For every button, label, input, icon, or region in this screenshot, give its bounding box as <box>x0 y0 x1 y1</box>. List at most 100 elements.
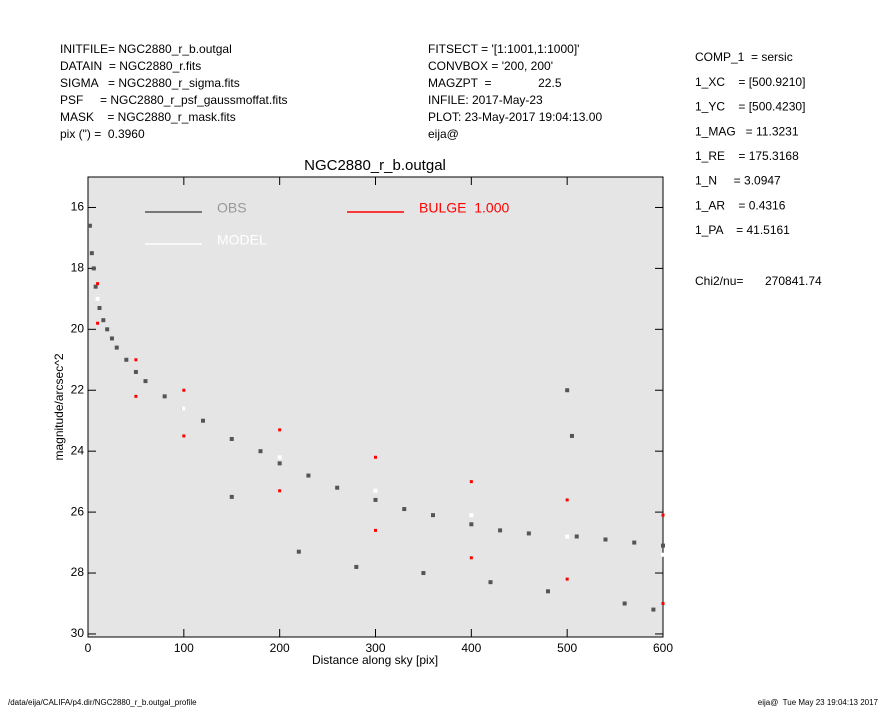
point <box>278 489 282 493</box>
point <box>277 461 282 466</box>
point <box>469 522 474 527</box>
header-line: eija@ <box>428 127 459 141</box>
point <box>124 357 129 362</box>
point <box>105 327 110 332</box>
header-line: MASK = NGC2880_r_mask.fits <box>60 110 236 124</box>
point <box>565 498 569 502</box>
point <box>354 564 359 569</box>
point <box>574 534 579 539</box>
y-tick-label: 18 <box>71 261 85 275</box>
header-line: PLOT: 23-May-2017 19:04:13.00 <box>428 110 602 124</box>
point <box>101 318 106 323</box>
y-tick-label: 20 <box>71 321 85 335</box>
y-tick-label: 30 <box>71 626 85 640</box>
point <box>622 601 627 606</box>
point <box>278 428 282 432</box>
point <box>162 394 167 399</box>
point <box>87 223 92 228</box>
point <box>134 394 138 398</box>
legend-label: BULGE 1.000 <box>419 200 509 216</box>
point <box>109 336 114 341</box>
point <box>373 488 378 493</box>
point <box>258 449 263 454</box>
y-tick-label: 16 <box>71 200 85 214</box>
footer-path: /data/eija/CALIFA/p4.dir/NGC2880_r_b.out… <box>8 698 197 707</box>
point <box>661 513 665 517</box>
point <box>134 358 138 362</box>
header-line: SIGMA = NGC2880_r_sigma.fits <box>60 76 240 90</box>
y-tick-label: 26 <box>71 504 85 518</box>
point <box>133 369 138 374</box>
legend-label: MODEL <box>217 232 267 248</box>
point <box>97 305 102 310</box>
point <box>182 434 186 438</box>
point <box>114 345 119 350</box>
x-tick-label: 0 <box>85 641 92 655</box>
x-tick-label: 100 <box>174 641 194 655</box>
plot-area <box>87 176 664 638</box>
chart-title: NGC2880_r_b.outgal <box>304 157 446 174</box>
point <box>469 513 474 518</box>
point <box>296 549 301 554</box>
point <box>374 528 377 532</box>
header-line: INITFILE= NGC2880_r_b.outgal <box>60 42 232 56</box>
legend-label: OBS <box>217 200 247 216</box>
point <box>96 321 100 325</box>
point <box>632 540 637 545</box>
point <box>488 580 493 585</box>
header-line: pix (") = 0.3960 <box>60 127 145 141</box>
x-tick-label: 200 <box>270 641 290 655</box>
point <box>469 480 473 484</box>
point <box>374 455 377 459</box>
header-line: MAGZPT = 22.5 <box>428 76 562 90</box>
y-tick-label: 28 <box>71 565 85 579</box>
fit-param: 1_AR = 0.4316 <box>695 198 786 212</box>
point <box>526 531 531 536</box>
point <box>651 607 656 612</box>
fit-param: 1_MAG = 11.3231 <box>695 124 799 138</box>
point <box>96 282 100 286</box>
point <box>546 589 550 594</box>
point <box>661 543 665 548</box>
point <box>373 497 378 502</box>
fit-param: 1_XC = [500.9210] <box>695 75 805 89</box>
y-axis-label: magnitude/arcsec^2 <box>52 353 66 460</box>
point <box>89 251 94 256</box>
x-axis-label: Distance along sky [pix] <box>312 653 438 667</box>
header-line: DATAIN = NGC2880_r.fits <box>60 59 201 73</box>
header-line: FITSECT = '[1:1001,1:1000]' <box>428 42 579 56</box>
header-line: INFILE: 2017-May-23 <box>428 93 543 107</box>
fit-param: 1_PA = 41.5161 <box>695 223 790 237</box>
point <box>182 388 186 392</box>
fit-param: 1_YC = [500.4230] <box>695 100 805 114</box>
point <box>95 296 100 301</box>
point <box>569 433 574 438</box>
point <box>421 571 426 576</box>
point <box>229 494 234 499</box>
point <box>277 455 282 460</box>
fit-param: 1_N = 3.0947 <box>695 174 781 188</box>
x-tick-label: 600 <box>653 641 673 655</box>
point <box>431 513 435 518</box>
x-tick-label: 300 <box>365 641 385 655</box>
x-tick-label: 400 <box>461 641 481 655</box>
header-line: PSF = NGC2880_r_psf_gaussmoffat.fits <box>60 93 288 107</box>
point <box>565 388 570 393</box>
point <box>565 534 570 539</box>
fit-param: 1_RE = 175.3168 <box>695 149 799 163</box>
chi-label: Chi2/nu= <box>695 274 743 288</box>
point <box>91 266 96 271</box>
point <box>143 379 148 384</box>
point <box>402 507 407 512</box>
point <box>306 473 311 478</box>
point <box>661 601 665 605</box>
y-tick-label: 22 <box>71 382 85 396</box>
y-tick-label: 24 <box>71 443 85 457</box>
point <box>469 556 473 560</box>
header-line: CONVBOX = '200, 200' <box>428 59 553 73</box>
point <box>181 406 186 411</box>
point <box>229 436 234 441</box>
x-tick-label: 500 <box>557 641 577 655</box>
chi-value: 270841.74 <box>765 274 822 288</box>
